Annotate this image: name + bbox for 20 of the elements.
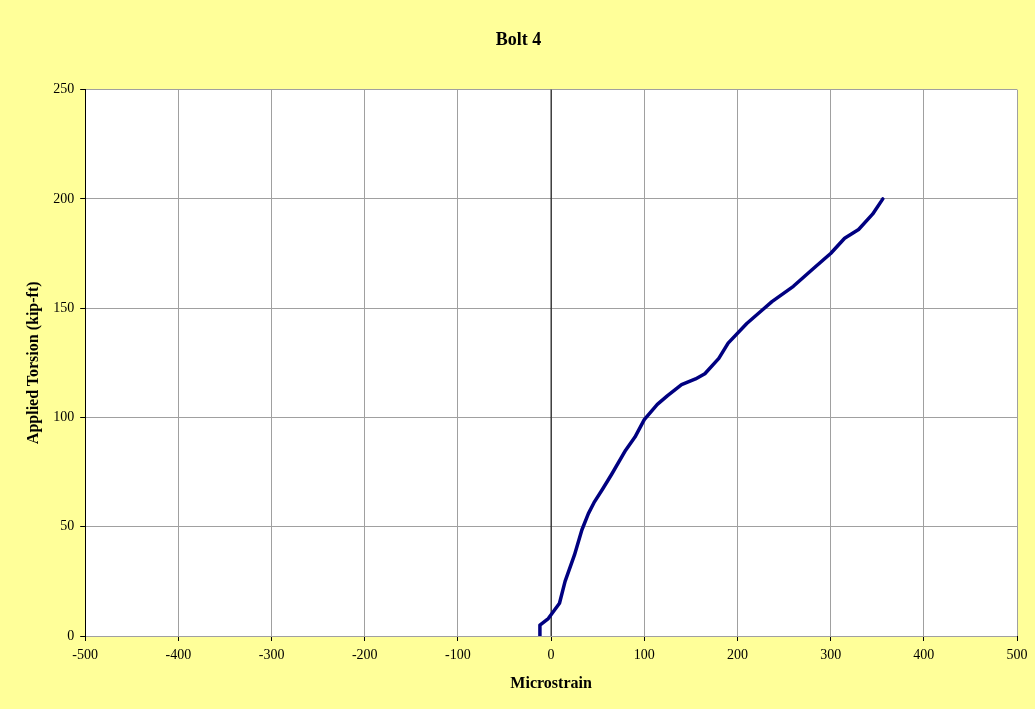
y-tick-label: 250: [53, 81, 75, 97]
y-axis-title: Applied Torsion (kip-ft): [23, 281, 42, 445]
y-tick-label: 200: [53, 190, 75, 206]
x-tick-label: 500: [1006, 647, 1028, 663]
x-tick-label: -100: [445, 647, 471, 663]
x-tick-label: -500: [72, 647, 99, 663]
x-tick-label: 100: [633, 647, 655, 663]
y-tick-label: 150: [53, 299, 75, 315]
y-tick-label: 0: [67, 627, 75, 643]
x-tick-label: -400: [165, 647, 192, 663]
chart-title: Bolt 4: [495, 29, 542, 50]
x-tick-label: 200: [726, 647, 748, 663]
x-tick-label: -200: [351, 647, 378, 663]
x-tick-label: 0: [547, 647, 555, 663]
y-tick-label: 100: [53, 409, 75, 425]
x-tick-label: -300: [258, 647, 285, 663]
x-tick-label: 400: [913, 647, 935, 663]
y-tick-label: 50: [60, 518, 75, 534]
x-axis-title: Microstrain: [510, 673, 592, 691]
x-tick-label: 300: [820, 647, 842, 663]
